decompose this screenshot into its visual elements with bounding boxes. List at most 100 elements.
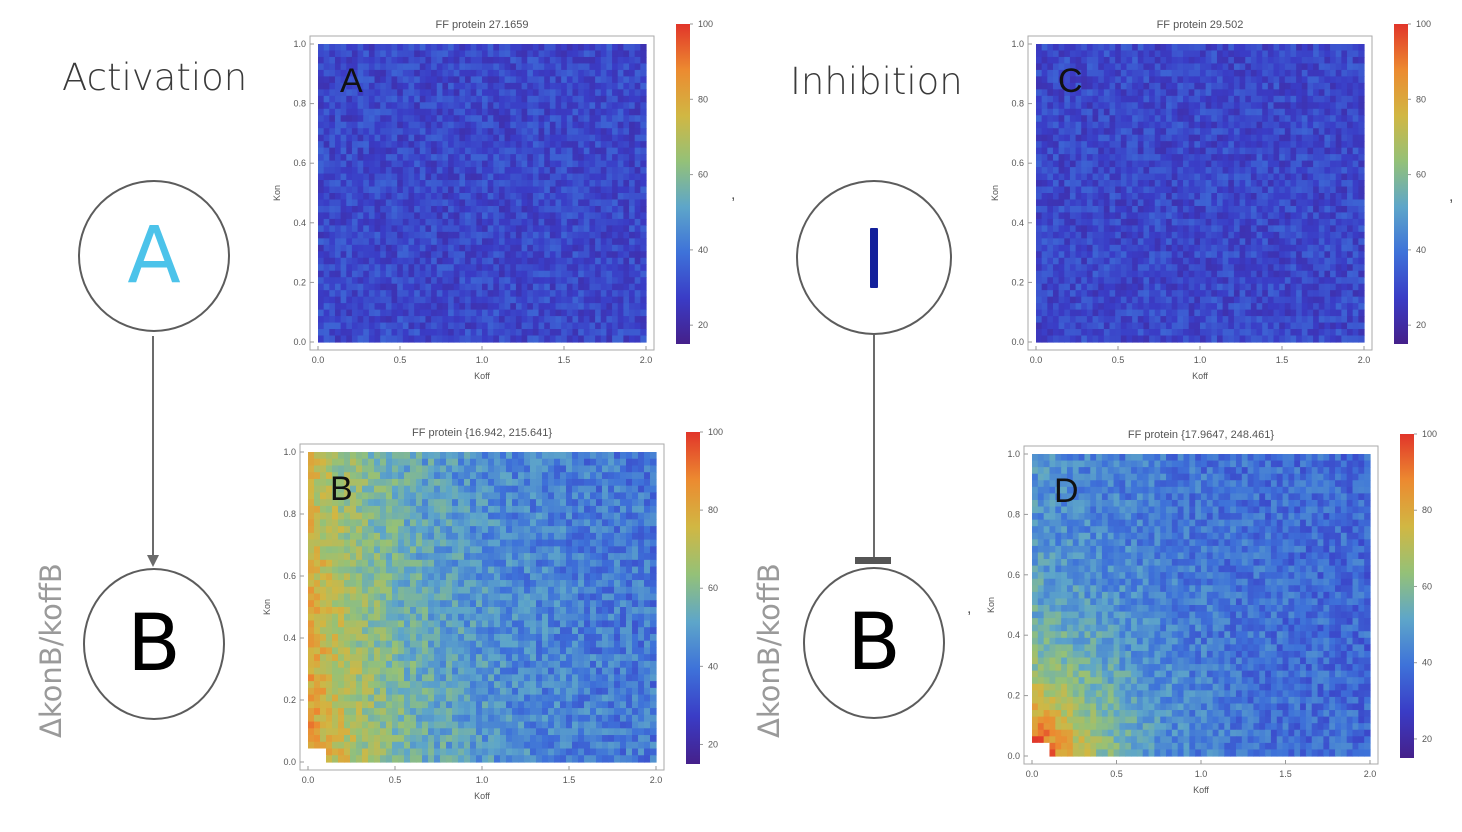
heatmap-cell [548,458,555,467]
heatmap-cell [320,492,327,500]
heatmap-cell [620,539,627,547]
heatmap-cell [538,108,545,116]
heatmap-cell [351,128,359,136]
heatmap-cell [504,89,511,97]
heatmap-cell [595,121,602,129]
heatmap-cell [476,593,483,601]
heatmap-cell [338,553,345,561]
heatmap-cell [422,526,429,534]
heatmap-cell [578,465,585,473]
heatmap-cell [408,231,415,239]
heatmap-cell [334,108,342,116]
heatmap-cell [548,674,555,682]
heatmap-cell [446,566,453,574]
heatmap-cell [644,546,651,554]
heatmap-cell [518,708,525,716]
heatmap-cell [368,82,376,90]
heatmap-cell [548,492,555,500]
heatmap-cell [329,180,336,188]
heatmap-cell [323,50,330,58]
heatmap-cell [368,600,375,608]
heatmap-cell [323,128,330,136]
heatmap-cell [385,290,393,298]
heatmap-cell [596,519,603,527]
heatmap-cell [340,134,347,142]
heatmap-cell [482,546,489,554]
heatmap-cell [428,505,435,514]
heatmap-cell [578,452,585,460]
heatmap-cell [410,519,417,527]
heatmap-cell [434,633,441,642]
heatmap-cell [448,322,455,330]
heatmap-cell [584,559,591,568]
heatmap-cell [368,231,376,239]
heatmap-cell [470,546,477,554]
heatmap-cell [600,95,608,103]
heatmap-cell [470,63,477,71]
heatmap-cell [419,108,427,116]
heatmap-cell [524,546,531,554]
heatmap-cell [548,553,555,561]
heatmap-cell [351,238,359,246]
heatmap-cell [532,277,540,285]
heatmap-cell [578,56,585,65]
heatmap-cell [374,270,381,278]
heatmap-cell [506,492,513,500]
heatmap-cell [614,627,621,635]
heatmap-cell [493,186,500,194]
heatmap-cell [578,264,585,272]
heatmap-cell [606,154,613,162]
heatmap-cell [431,186,438,194]
heatmap-cell [453,69,460,77]
heatmap-cell [566,290,574,298]
heatmap-cell [498,102,506,110]
heatmap-cell [572,225,579,233]
heatmap-cell [434,546,441,554]
heatmap-cell [374,687,381,696]
heatmap-cell [572,257,579,265]
heatmap-cell [600,44,608,52]
heatmap-cell [368,647,375,655]
heatmap-cell [464,586,471,595]
heatmap-cell [595,290,602,298]
heatmap-cell [351,199,359,207]
heatmap-cell [476,167,483,175]
heatmap-cell [410,593,417,601]
heatmap-cell [650,600,657,608]
heatmap-cell [608,708,615,716]
heatmap-cell [544,225,551,233]
heatmap-cell [532,186,540,194]
heatmap-cell [614,532,621,541]
heatmap-cell [338,485,345,494]
heatmap-cell [470,580,477,588]
heatmap-cell [500,660,507,669]
heatmap-cell [346,147,353,155]
heatmap-cell [363,186,370,194]
heatmap-cell [476,56,483,65]
heatmap-cell [414,167,421,175]
heatmap-cell [446,485,453,494]
heatmap-cell [414,296,421,304]
heatmap-cell [512,566,519,574]
heatmap-cell [408,193,415,201]
heatmap-cell [554,633,561,642]
heatmap-cell [584,573,591,581]
heatmap-cell [527,329,534,337]
heatmap-cell [544,251,551,259]
heatmap-cell [357,63,364,71]
heatmap-cell [459,205,466,214]
heatmap-cell [589,160,596,168]
heatmap-cell [329,44,336,52]
heatmap-cell [632,654,639,662]
heatmap-cell [385,89,393,97]
heatmap-cell [482,687,489,696]
heatmap-cell [493,102,500,110]
heatmap-cell [332,654,339,662]
heatmap-cell [442,44,449,52]
heatmap-cell [524,647,531,655]
heatmap-cell [334,102,342,110]
heatmap-cell [578,212,585,220]
heatmap-cell [521,134,528,142]
heatmap-cell [493,309,500,317]
heatmap-cell [595,264,602,272]
